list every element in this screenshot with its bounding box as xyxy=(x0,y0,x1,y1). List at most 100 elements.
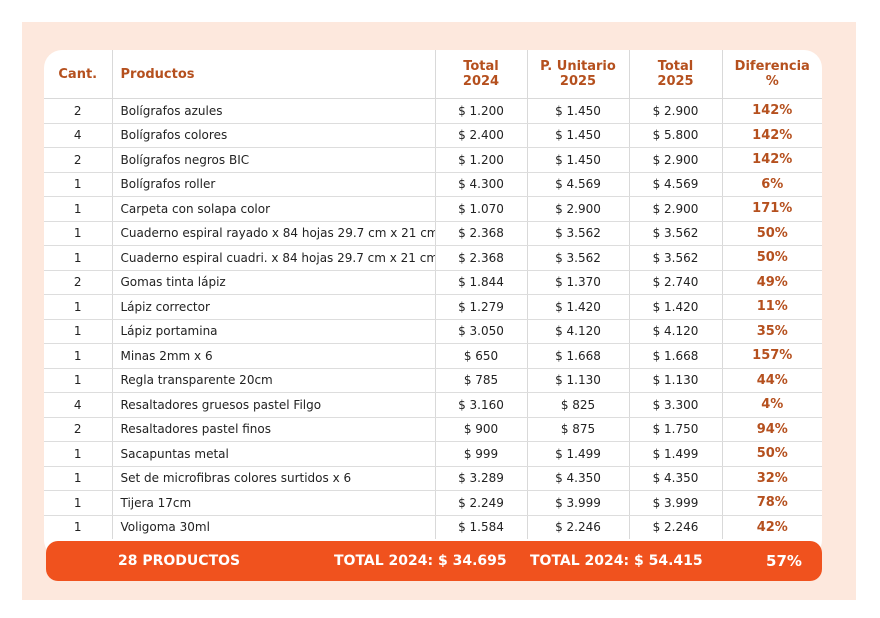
table-row: 2 Bolígrafos negros BIC $ 1.200 $ 1.450 $ 2.… xyxy=(44,147,822,173)
cell-difference: 157% xyxy=(721,343,822,369)
cell-total-2025: $ 3.300 xyxy=(628,392,722,418)
cell-total-2025: $ 1.130 xyxy=(628,368,722,393)
cell-total-2024: $ 1.844 xyxy=(434,270,527,295)
header-product: Productos xyxy=(111,50,435,99)
cell-qty: 1 xyxy=(44,221,112,246)
cell-difference: 50% xyxy=(721,221,822,246)
cell-qty: 1 xyxy=(73,520,82,535)
cell-unit-price-2025: $ 1.450 xyxy=(526,98,629,124)
cell-unit-price-2025: $ 875 xyxy=(526,417,629,442)
cell-total-2024: $ 4.300 xyxy=(434,172,527,197)
cell-unit-price-2025: $ 4.120 xyxy=(526,319,629,344)
cell-total-2025: $ 1.499 xyxy=(628,441,722,467)
cell-product: Voligoma 30ml xyxy=(111,515,435,539)
cell-total-2024: $ 2.249 xyxy=(434,490,527,516)
cell-total-2024: $ 1.584 xyxy=(434,515,527,539)
cell-product: Bolígrafos roller xyxy=(111,172,435,197)
totals-bar: 28 PRODUCTOS TOTAL 2024: $ 34.695 TOTAL … xyxy=(46,541,822,581)
cell-difference: 11% xyxy=(721,294,822,320)
cell-product: Gomas tinta lápiz xyxy=(111,270,435,295)
cell-total-2024: $ 1.200 xyxy=(434,147,527,173)
cell-unit-price-2025: $ 1.420 xyxy=(526,294,629,320)
table-row: 1 Lápiz corrector $ 1.279 $ 1.420 $ 1.420 11% xyxy=(44,294,822,320)
cell-unit-price-2025: $ 1.450 xyxy=(526,147,629,173)
cell-product: Bolígrafos negros BIC xyxy=(111,147,435,173)
cell-total-2025: $ 3.562 xyxy=(628,245,722,271)
cell-unit-price-2025: $ 3.562 xyxy=(526,245,629,271)
cell-unit-price-2025: $ 1.130 xyxy=(526,368,629,393)
cell-qty: 1 xyxy=(44,441,112,467)
cell-total-2025: $ 2.740 xyxy=(628,270,722,295)
table-row: 2 Bolígrafos azules $ 1.200 $ 1.450 $ 2.900 1… xyxy=(44,98,822,124)
total-2025: TOTAL 2024: $ 54.415 xyxy=(530,553,703,569)
table-row: 1 Cuaderno espiral rayado x 84 hojas 29.7… xyxy=(44,221,822,246)
cell-difference: 142% xyxy=(721,98,822,124)
cell-product: Resaltadores pastel finos xyxy=(111,417,435,442)
cell-qty: 1 xyxy=(44,172,112,197)
cell-difference: 171% xyxy=(721,196,822,222)
cell-difference: 4% xyxy=(721,392,822,418)
cell-total-2025: $ 2.900 xyxy=(628,196,722,222)
cell-total-2025: $ 5.800 xyxy=(628,123,722,148)
table-row: 1 Set de microfibras colores surtidos x 6… xyxy=(44,466,822,491)
total-products-count: 28 PRODUCTOS xyxy=(118,553,241,569)
cell-total-2024: $ 2.368 xyxy=(434,221,527,246)
cell-qty: 2 xyxy=(44,417,112,442)
table-header-row: Cant. Productos Total 2024 P. Unitario 202… xyxy=(44,50,822,99)
cell-product: Carpeta con solapa color xyxy=(111,196,435,222)
cell-difference: 32% xyxy=(721,466,822,491)
cell-unit-price-2025: $ 2.900 xyxy=(526,196,629,222)
cell-qty: 1 xyxy=(44,368,112,393)
cell-qty: 2 xyxy=(44,98,112,124)
price-table: Cant. Productos Total 2024 P. Unitario 202… xyxy=(44,50,822,539)
table-row: 1 Carpeta con solapa color $ 1.070 $ 2.900 $… xyxy=(44,196,822,222)
table-row: 4 Resaltadores gruesos pastel Filgo $ 3.16… xyxy=(44,392,822,418)
cell-product: Resaltadores gruesos pastel Filgo xyxy=(111,392,435,418)
cell-qty: 1 xyxy=(44,319,112,344)
cell-total-2024: $ 900 xyxy=(434,417,527,442)
header-qty: Cant. xyxy=(44,50,112,99)
cell-total-2025: $ 2.900 xyxy=(628,98,722,124)
table-row: 2 Gomas tinta lápiz $ 1.844 $ 1.370 $ 2.740 4… xyxy=(44,270,822,295)
cell-product: Minas 2mm x 6 xyxy=(111,343,435,369)
table-row: 1 Lápiz portamina $ 3.050 $ 4.120 $ 4.120 35% xyxy=(44,319,822,344)
cell-product: Sacapuntas metal xyxy=(111,441,435,467)
cell-total-2025: $ 2.246 xyxy=(628,515,722,539)
cell-product: Tijera 17cm xyxy=(111,490,435,516)
table-row: 1 Tijera 17cm $ 2.249 $ 3.999 $ 3.999 78% xyxy=(44,490,822,516)
cell-product: Cuaderno espiral cuadri. x 84 hojas 29.7… xyxy=(111,245,435,271)
cell-difference: 42% xyxy=(721,515,822,539)
cell-unit-price-2025: $ 4.569 xyxy=(526,172,629,197)
table-row: 1 Minas 2mm x 6 $ 650 $ 1.668 $ 1.668 157% xyxy=(44,343,822,369)
cell-qty: 4 xyxy=(44,123,112,148)
cell-difference: 94% xyxy=(721,417,822,442)
cell-product: Regla transparente 20cm xyxy=(111,368,435,393)
cell-unit-price-2025: $ 1.668 xyxy=(526,343,629,369)
table-row: 1 Sacapuntas metal $ 999 $ 1.499 $ 1.499 50% xyxy=(44,441,822,467)
table-row: 1 Cuaderno espiral cuadri. x 84 hojas 29.… xyxy=(44,245,822,271)
cell-product: Set de microfibras colores surtidos x 6 xyxy=(111,466,435,491)
total-2024: TOTAL 2024: $ 34.695 xyxy=(334,553,507,569)
cell-difference: 142% xyxy=(721,123,822,148)
cell-difference: 78% xyxy=(721,490,822,516)
cell-total-2025: $ 2.900 xyxy=(628,147,722,173)
cell-total-2024: $ 3.050 xyxy=(434,319,527,344)
cell-total-2024: $ 1.200 xyxy=(434,98,527,124)
cell-total-2025: $ 3.562 xyxy=(628,221,722,246)
table-body: 2 Bolígrafos azules $ 1.200 $ 1.450 $ 2.900 1… xyxy=(44,98,822,539)
cell-qty: 1 xyxy=(44,196,112,222)
cell-difference: 35% xyxy=(721,319,822,344)
table-row: 1 Bolígrafos roller $ 4.300 $ 4.569 $ 4.569 6… xyxy=(44,172,822,197)
cell-total-2025: $ 1.420 xyxy=(628,294,722,320)
cell-difference: 142% xyxy=(721,147,822,173)
cell-qty: 2 xyxy=(44,147,112,173)
cell-qty: 1 xyxy=(44,343,112,369)
cell-total-2025: $ 1.750 xyxy=(628,417,722,442)
cell-difference: 44% xyxy=(721,368,822,393)
cell-unit-price-2025: $ 825 xyxy=(526,392,629,418)
cell-unit-price-2025: $ 3.562 xyxy=(526,221,629,246)
cell-total-2025: $ 4.120 xyxy=(628,319,722,344)
cell-total-2024: $ 785 xyxy=(434,368,527,393)
cell-qty: 2 xyxy=(44,270,112,295)
cell-total-2024: $ 1.279 xyxy=(434,294,527,320)
